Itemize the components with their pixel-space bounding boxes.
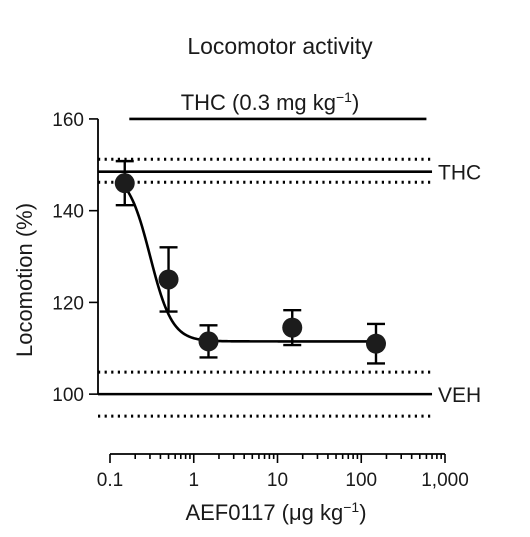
data-point xyxy=(114,173,135,194)
x-tick-label: 1 xyxy=(188,470,199,491)
y-tick-label: 160 xyxy=(52,110,84,131)
data-point xyxy=(282,317,303,338)
x-axis-label: AEF0117 (μg kg−1) xyxy=(185,499,366,525)
chart-title: Locomotor activity xyxy=(187,33,373,59)
x-tick-label: 100 xyxy=(345,470,377,491)
plot-area: 100 120 140 160 0.1 1 10 100 1,000 THC VEH xyxy=(52,110,481,491)
ref-label-thc: THC xyxy=(438,162,481,185)
data-point xyxy=(365,333,386,354)
y-tick-label: 140 xyxy=(52,202,84,223)
x-tick-label: 10 xyxy=(267,470,288,491)
x-tick-label: 1,000 xyxy=(421,470,469,491)
treatment-label: THC (0.3 mg kg−1) xyxy=(181,89,360,115)
x-tick-label: 0.1 xyxy=(97,470,123,491)
y-axis-label: Locomotion (%) xyxy=(12,203,37,357)
data-point xyxy=(198,331,219,352)
y-tick-label: 100 xyxy=(52,385,84,406)
data-point xyxy=(158,269,179,290)
ref-label-veh: VEH xyxy=(438,384,481,407)
fit-curve xyxy=(123,186,376,343)
y-tick-label: 120 xyxy=(52,293,84,314)
